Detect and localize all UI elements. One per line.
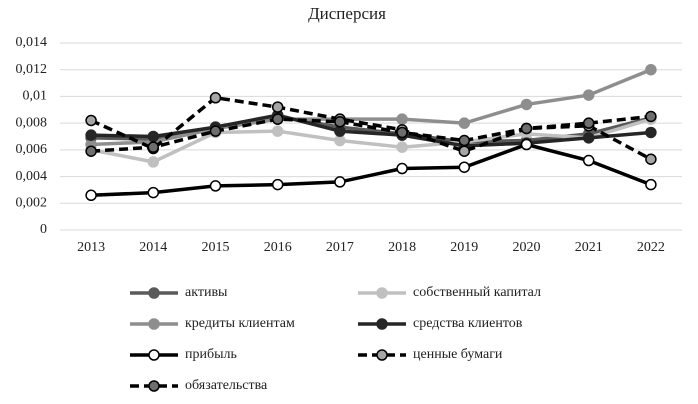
series-marker <box>271 125 284 137</box>
series-marker <box>334 176 346 188</box>
series-marker <box>520 122 533 135</box>
series-marker <box>645 110 657 123</box>
legend-label: обязательства <box>185 378 268 393</box>
legend-label: ценные бумаги <box>413 347 503 362</box>
series-marker <box>209 125 222 137</box>
x-tick-label: 2017 <box>326 240 354 255</box>
series-marker <box>582 154 595 167</box>
series-marker <box>147 130 160 143</box>
x-tick-label: 2016 <box>264 240 292 255</box>
series-line <box>91 68 652 147</box>
series-marker <box>147 141 160 153</box>
x-tick-label: 2021 <box>575 240 603 255</box>
series-marker <box>645 153 657 165</box>
series-marker <box>396 162 408 175</box>
series-marker <box>396 126 408 139</box>
x-tick-label: 2020 <box>513 240 541 255</box>
legend-marker <box>148 318 160 330</box>
series-marker <box>645 178 657 191</box>
legend-marker <box>148 349 160 361</box>
x-tick-label: 2019 <box>450 240 478 255</box>
x-tick-label: 2015 <box>202 240 230 255</box>
series-marker <box>458 134 471 147</box>
series-line <box>90 114 652 153</box>
series-marker <box>147 156 160 168</box>
series-marker <box>85 114 97 127</box>
series-marker <box>147 186 160 199</box>
y-tick-label: 0,014 <box>16 35 48 50</box>
series-line <box>90 117 652 164</box>
series-marker <box>645 126 657 139</box>
legend-marker <box>376 287 388 299</box>
legend-marker <box>148 287 160 299</box>
y-tick-label: 0,012 <box>16 62 48 77</box>
series-marker <box>209 92 222 104</box>
x-tick-label: 2018 <box>388 240 416 255</box>
legend-marker <box>376 318 388 330</box>
y-tick-label: 0,004 <box>16 169 48 184</box>
series-marker <box>582 117 595 129</box>
series-marker <box>458 117 471 129</box>
y-tick-label: 0 <box>40 222 47 237</box>
series-marker <box>271 113 284 125</box>
legend-marker <box>148 380 160 392</box>
x-tick-label: 2014 <box>139 240 167 255</box>
series-marker <box>85 189 97 202</box>
series-marker <box>582 132 595 144</box>
series-marker <box>271 178 284 191</box>
series-line <box>91 113 652 148</box>
series-marker <box>396 141 408 153</box>
y-tick-label: 0,002 <box>16 196 48 211</box>
series-marker <box>334 116 346 128</box>
legend-label: прибыль <box>185 347 237 362</box>
legend-label: средства клиентов <box>413 316 523 331</box>
legend-label: собственный капитал <box>413 285 541 300</box>
series-marker <box>271 101 284 113</box>
x-tick-label: 2022 <box>637 240 665 255</box>
series-marker <box>520 98 533 111</box>
series-marker <box>396 113 408 125</box>
series-marker <box>85 129 97 141</box>
series-marker <box>85 145 97 157</box>
series-marker <box>582 89 595 101</box>
legend-marker <box>376 349 388 361</box>
legend-label: активы <box>185 285 228 300</box>
series-marker <box>334 125 346 137</box>
y-tick-label: 0,008 <box>16 115 48 130</box>
y-tick-label: 0,01 <box>23 89 48 104</box>
x-tick-label: 2013 <box>77 240 105 255</box>
chart-title: Дисперсия <box>308 4 386 23</box>
y-tick-label: 0,006 <box>16 142 48 157</box>
series-marker <box>458 145 471 157</box>
legend-label: кредиты клиентам <box>185 316 295 331</box>
series-marker <box>645 63 657 76</box>
series-marker <box>458 161 471 173</box>
series-marker <box>520 138 533 151</box>
series-line <box>91 142 652 198</box>
series-marker <box>334 134 346 147</box>
series-marker <box>209 180 222 192</box>
